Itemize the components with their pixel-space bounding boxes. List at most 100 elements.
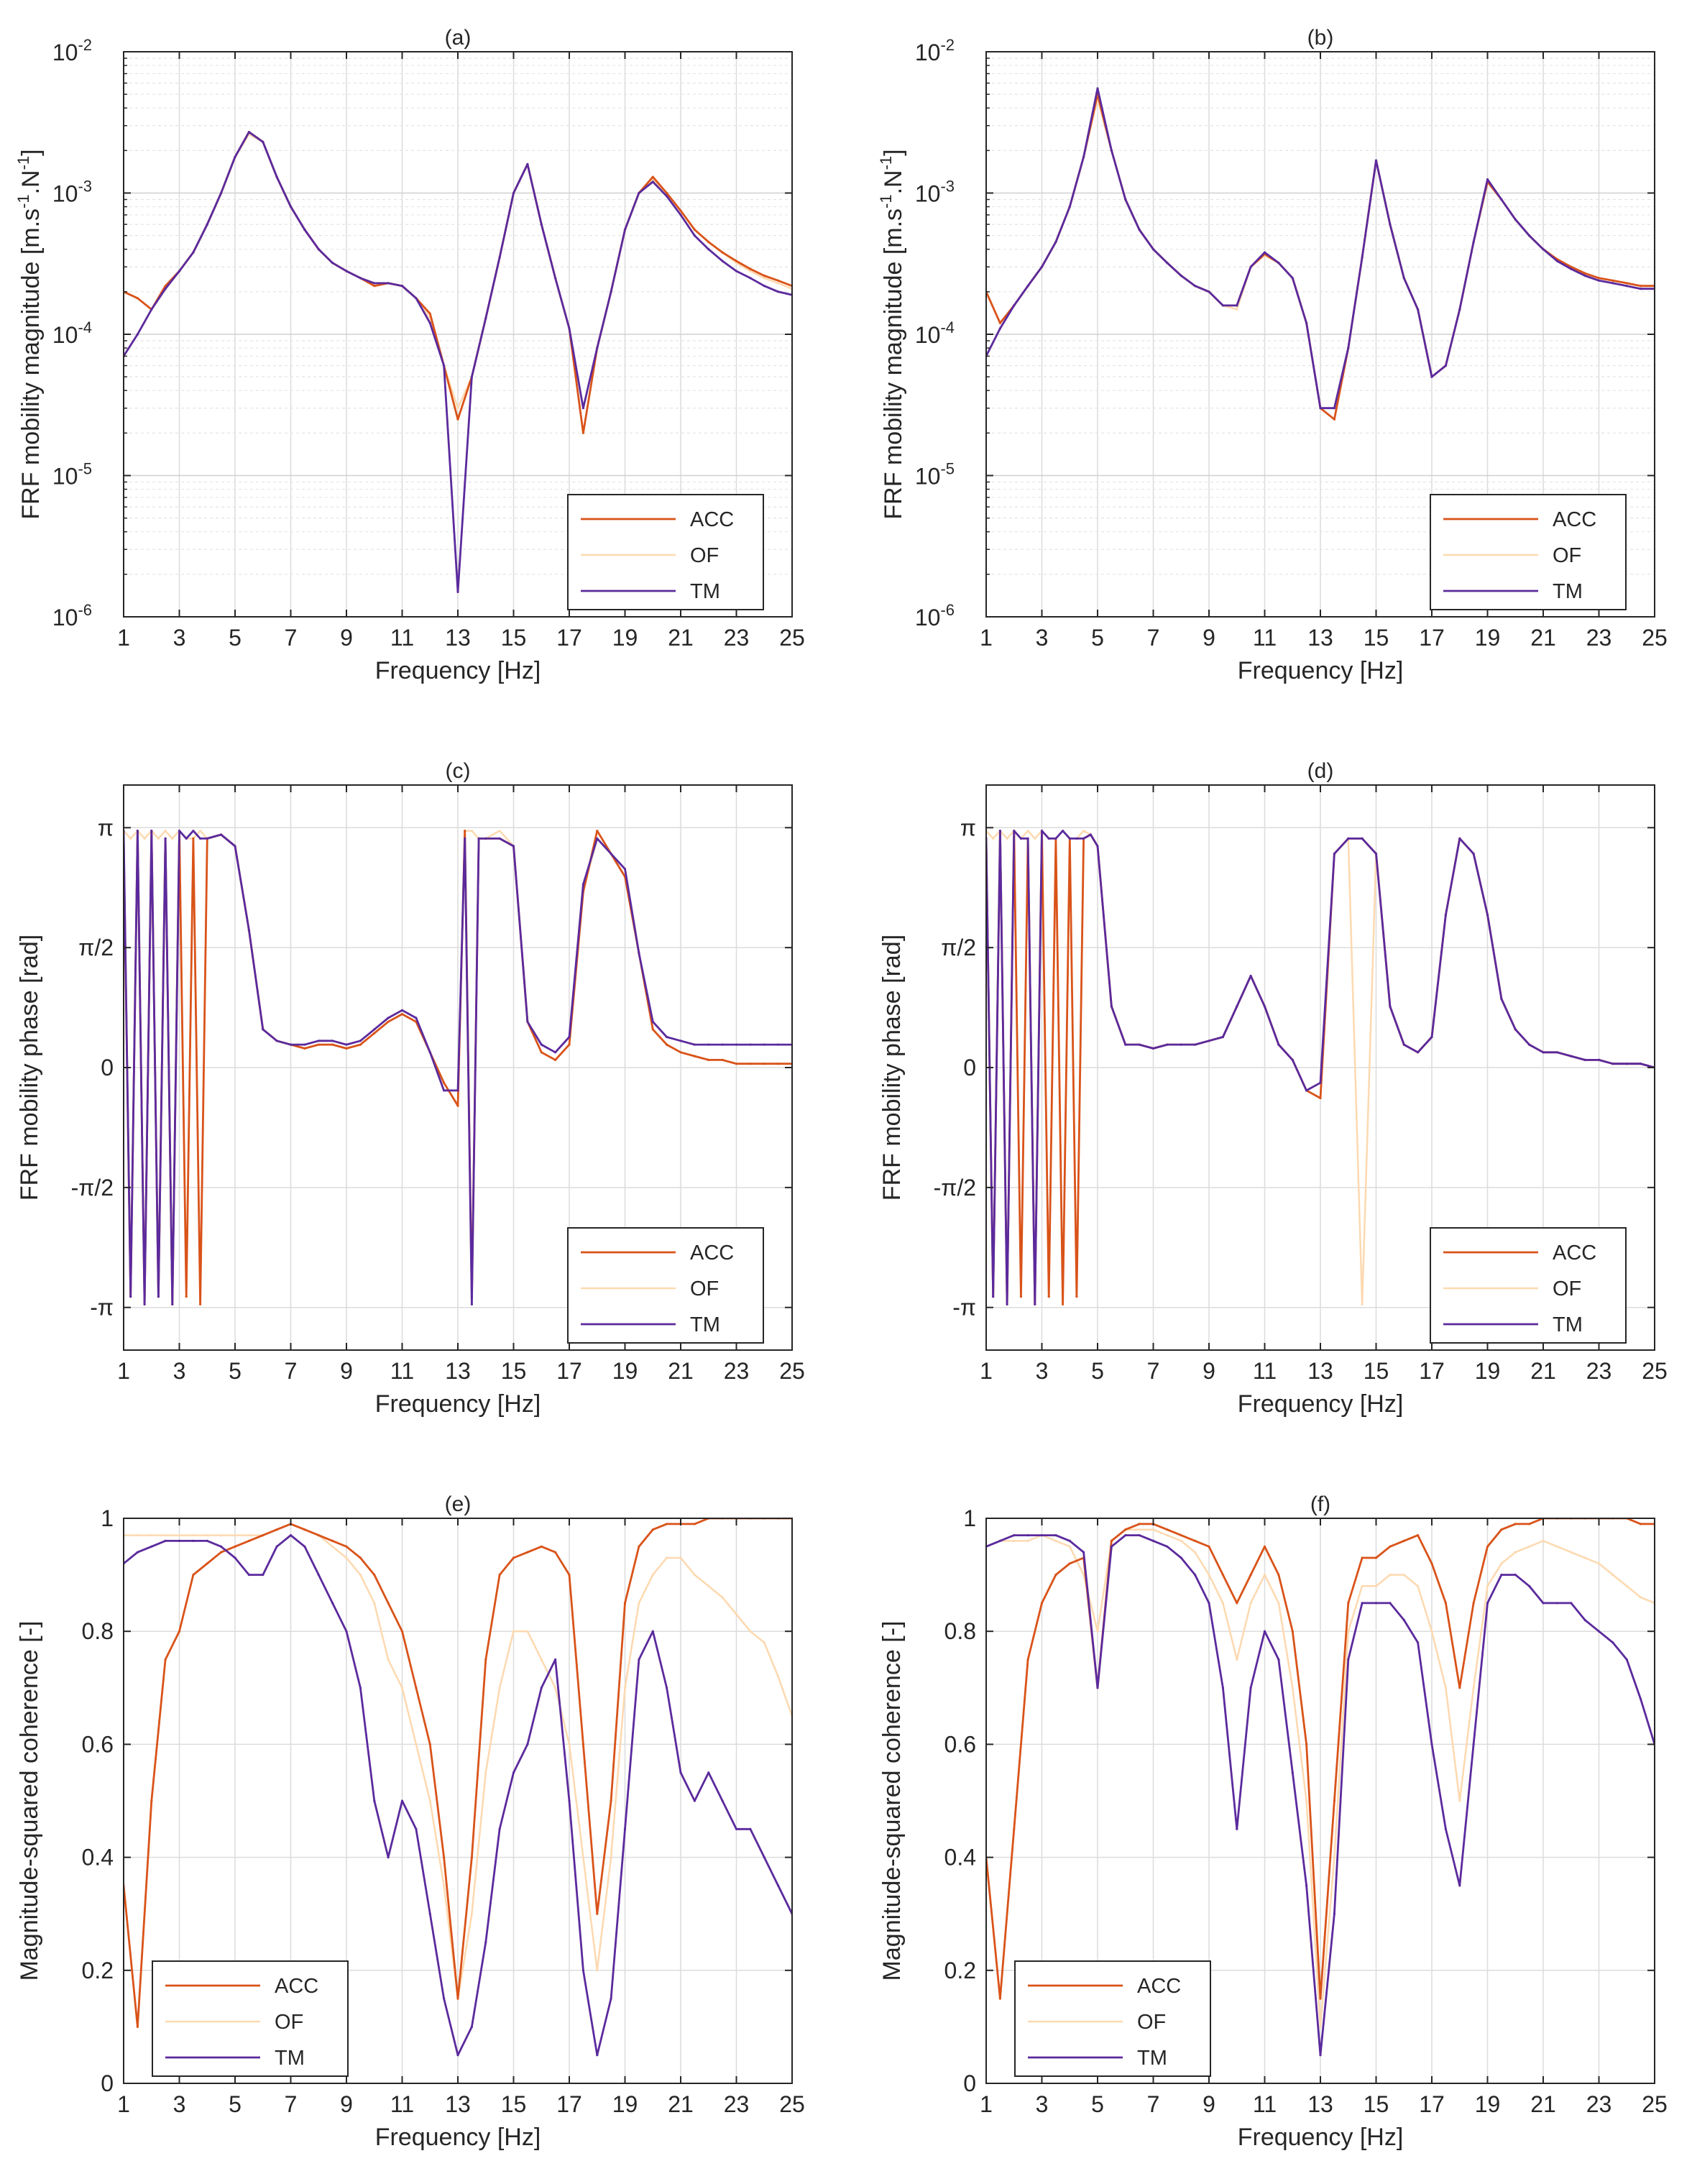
data-point-tm bbox=[1430, 1035, 1433, 1039]
legend: ACC OF TM bbox=[567, 1227, 764, 1344]
data-point-tm bbox=[456, 590, 459, 594]
chart-panel-d: 1 3 5 7 9 11 13 15 17 19 21 23 25-π-π/20π/2π(d)Frequ… bbox=[878, 759, 1668, 1418]
data-point-acc bbox=[1194, 1539, 1197, 1542]
x-axis-label: Frequency [Hz] bbox=[1238, 657, 1404, 684]
data-point-of bbox=[1417, 1584, 1420, 1587]
data-point-acc bbox=[275, 1528, 278, 1531]
data-point-of bbox=[136, 1534, 139, 1537]
data-point-tm bbox=[1110, 1005, 1113, 1008]
data-point-of bbox=[1151, 1528, 1155, 1531]
data-point-of bbox=[1542, 1539, 1545, 1542]
data-point-tm bbox=[1166, 1043, 1169, 1046]
data-point-tm bbox=[1013, 1534, 1016, 1537]
data-point-tm bbox=[638, 191, 640, 195]
data-point-tm bbox=[1583, 1058, 1586, 1061]
panel-title: (d) bbox=[1307, 759, 1334, 783]
data-point-of bbox=[1034, 837, 1036, 840]
data-point-of bbox=[610, 1856, 612, 1859]
data-point-tm bbox=[1361, 837, 1364, 840]
data-point-acc bbox=[1026, 1658, 1029, 1661]
y-tick-label: 10-6 bbox=[52, 601, 92, 630]
y-axis-label-part: ] bbox=[17, 149, 45, 155]
data-point-tm bbox=[400, 285, 404, 288]
data-point-acc bbox=[1640, 285, 1642, 288]
data-point-tm bbox=[289, 205, 293, 208]
data-point-tm bbox=[1026, 837, 1029, 840]
data-point-acc bbox=[777, 1063, 780, 1065]
data-point-tm bbox=[1417, 1641, 1420, 1644]
legend-label-acc: ACC bbox=[275, 1975, 318, 1998]
data-point-acc bbox=[679, 1051, 682, 1054]
data-point-of bbox=[1597, 1562, 1601, 1565]
data-point-tm bbox=[1138, 228, 1141, 231]
data-point-tm bbox=[1096, 845, 1099, 848]
data-point-acc bbox=[178, 1630, 181, 1633]
data-point-tm bbox=[1194, 1574, 1197, 1577]
data-point-acc bbox=[1249, 1574, 1252, 1577]
data-point-tm bbox=[1458, 837, 1461, 840]
data-point-tm bbox=[477, 837, 480, 840]
data-point-acc bbox=[721, 1058, 724, 1061]
data-point-tm bbox=[443, 364, 446, 367]
x-tick-label: 17 bbox=[556, 1358, 582, 1384]
data-point-of bbox=[498, 830, 501, 832]
data-point-tm bbox=[679, 1040, 682, 1042]
data-point-acc bbox=[1236, 1602, 1238, 1605]
x-tick-label: 9 bbox=[340, 2091, 353, 2117]
legend-label-of: OF bbox=[690, 544, 719, 567]
data-point-acc bbox=[666, 1043, 668, 1046]
data-point-acc bbox=[1277, 1574, 1280, 1577]
legend: ACC OF TM bbox=[567, 494, 764, 610]
x-tick-label: 13 bbox=[445, 2091, 471, 2117]
x-tick-label: 13 bbox=[445, 625, 471, 651]
data-point-tm bbox=[1124, 198, 1127, 201]
y-tick-base: 10 bbox=[915, 464, 941, 490]
data-point-tm bbox=[1361, 256, 1364, 259]
data-point-of bbox=[512, 1630, 515, 1633]
data-point-tm bbox=[623, 868, 627, 871]
data-point-tm bbox=[129, 1295, 132, 1298]
data-point-acc bbox=[345, 1047, 348, 1050]
x-tick-label: 19 bbox=[1475, 625, 1501, 651]
series-group bbox=[986, 1518, 1655, 2057]
data-point-acc bbox=[1319, 1997, 1322, 2000]
y-tick-label: 10-4 bbox=[915, 318, 955, 348]
data-point-tm bbox=[512, 845, 515, 848]
data-point-tm bbox=[1006, 1303, 1008, 1306]
panel-title: (a) bbox=[445, 26, 472, 50]
x-tick-label: 9 bbox=[1203, 625, 1215, 651]
data-point-tm bbox=[777, 1884, 780, 1887]
x-tick-label: 3 bbox=[173, 2091, 186, 2117]
y-tick-exponent: -2 bbox=[78, 36, 92, 54]
data-point-of bbox=[1611, 1574, 1614, 1577]
y-axis-label: FRF mobility magnitude [m.s-1.N-1] bbox=[14, 149, 45, 519]
data-point-tm bbox=[1040, 265, 1044, 268]
data-point-acc bbox=[136, 2025, 139, 2028]
data-point-acc bbox=[610, 1799, 612, 1802]
data-point-of bbox=[484, 1771, 487, 1774]
data-point-tm bbox=[275, 1040, 278, 1042]
data-point-tm bbox=[1417, 1051, 1420, 1054]
data-point-of bbox=[735, 1613, 738, 1616]
data-point-tm bbox=[1555, 260, 1558, 262]
data-point-tm bbox=[596, 837, 599, 840]
data-point-tm bbox=[1082, 837, 1085, 840]
data-point-acc bbox=[540, 1051, 543, 1054]
data-point-acc bbox=[1263, 1545, 1266, 1548]
legend-label-of: OF bbox=[1553, 544, 1581, 567]
x-tick-label: 9 bbox=[1203, 1358, 1215, 1384]
data-point-tm bbox=[1597, 1630, 1601, 1633]
x-tick-label: 21 bbox=[668, 2091, 694, 2117]
data-point-acc bbox=[1347, 1602, 1350, 1605]
data-point-acc bbox=[150, 1799, 153, 1802]
data-point-acc bbox=[192, 1574, 195, 1577]
data-point-tm bbox=[1075, 837, 1078, 840]
data-point-tm bbox=[400, 1009, 404, 1011]
legend-label-acc: ACC bbox=[690, 1242, 734, 1265]
x-tick-label: 1 bbox=[117, 625, 130, 651]
x-tick-label: 21 bbox=[1530, 2091, 1556, 2117]
data-point-tm bbox=[777, 1043, 780, 1046]
data-point-acc bbox=[735, 1063, 738, 1065]
x-tick-label: 7 bbox=[285, 2091, 298, 2117]
y-tick-label: 0.6 bbox=[82, 1731, 114, 1757]
